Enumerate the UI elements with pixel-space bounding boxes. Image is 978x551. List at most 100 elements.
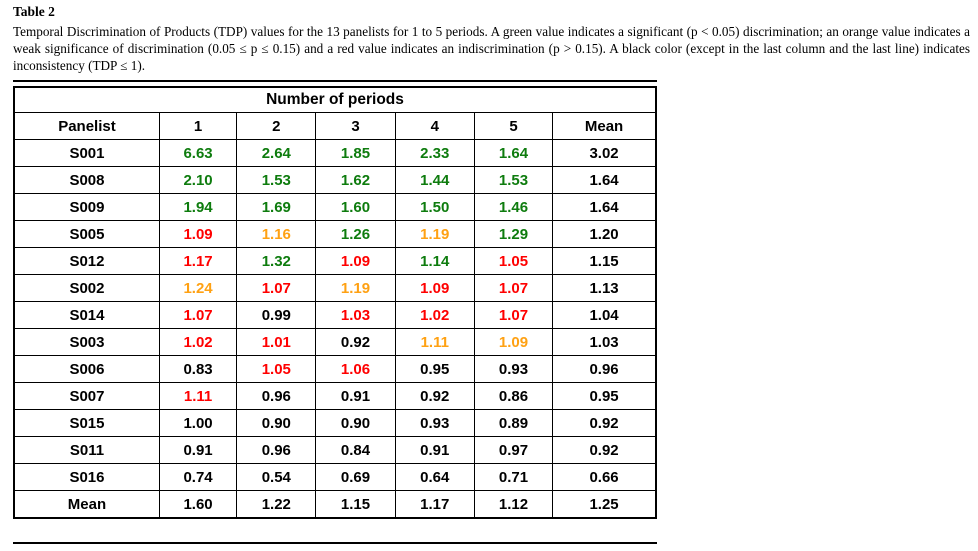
panelist-row: S008 2.10 1.53 1.62 1.44 1.53 1.64 bbox=[13, 166, 657, 194]
table-top-rule bbox=[13, 80, 657, 82]
panelist-id: S016 bbox=[13, 463, 160, 491]
tdp-value: 0.97 bbox=[473, 436, 554, 464]
row-mean-value: 0.92 bbox=[552, 436, 657, 464]
panelist-id: S015 bbox=[13, 409, 160, 437]
tdp-value: 1.85 bbox=[315, 139, 396, 167]
tdp-value: 1.26 bbox=[315, 220, 396, 248]
tdp-value: 1.00 bbox=[158, 409, 238, 437]
tdp-value: 1.24 bbox=[158, 274, 238, 302]
table-caption-text: Temporal Discrimination of Products (TDP… bbox=[13, 24, 970, 73]
tdp-value: 0.92 bbox=[315, 328, 396, 356]
panelist-id: S009 bbox=[13, 193, 160, 221]
mean-row-label: Mean bbox=[13, 490, 160, 519]
tdp-value: 1.09 bbox=[394, 274, 475, 302]
row-mean-value: 1.64 bbox=[552, 193, 657, 221]
tdp-value: 0.89 bbox=[473, 409, 554, 437]
column-mean-value: 1.15 bbox=[315, 490, 396, 519]
column-header-panelist: Panelist bbox=[13, 112, 160, 140]
tdp-value: 0.92 bbox=[394, 382, 475, 410]
tdp-value: 0.84 bbox=[315, 436, 396, 464]
tdp-value: 1.62 bbox=[315, 166, 396, 194]
row-mean-value: 3.02 bbox=[552, 139, 657, 167]
panelist-id: S007 bbox=[13, 382, 160, 410]
tdp-value: 0.90 bbox=[315, 409, 396, 437]
panelist-id: S012 bbox=[13, 247, 160, 275]
table-caption-label: Table 2 bbox=[13, 4, 55, 19]
tdp-value: 0.69 bbox=[315, 463, 396, 491]
tdp-value: 0.91 bbox=[315, 382, 396, 410]
tdp-value: 0.54 bbox=[236, 463, 317, 491]
tdp-value: 1.46 bbox=[473, 193, 554, 221]
tdp-value: 6.63 bbox=[158, 139, 238, 167]
tdp-value: 1.09 bbox=[473, 328, 554, 356]
group-header-cell: Number of periods bbox=[13, 86, 657, 113]
tdp-value: 1.09 bbox=[158, 220, 238, 248]
panelist-row: S011 0.91 0.96 0.84 0.91 0.97 0.92 bbox=[13, 436, 657, 464]
row-mean-value: 0.92 bbox=[552, 409, 657, 437]
tdp-value: 1.05 bbox=[236, 355, 317, 383]
tdp-value: 1.53 bbox=[473, 166, 554, 194]
column-header-period-1: 1 bbox=[158, 112, 238, 140]
row-mean-value: 0.66 bbox=[552, 463, 657, 491]
table-caption: Table 2 Temporal Discrimination of Produ… bbox=[13, 4, 970, 74]
column-mean-value: 1.12 bbox=[473, 490, 554, 519]
group-header-row: Number of periods bbox=[13, 86, 657, 113]
panelist-row: S007 1.11 0.96 0.91 0.92 0.86 0.95 bbox=[13, 382, 657, 410]
panelist-id: S005 bbox=[13, 220, 160, 248]
tdp-value: 0.91 bbox=[158, 436, 238, 464]
tdp-value: 1.07 bbox=[473, 301, 554, 329]
tdp-value: 0.93 bbox=[394, 409, 475, 437]
tdp-value: 1.50 bbox=[394, 193, 475, 221]
row-mean-value: 1.20 bbox=[552, 220, 657, 248]
panelist-row: S016 0.74 0.54 0.69 0.64 0.71 0.66 bbox=[13, 463, 657, 491]
tdp-value: 0.91 bbox=[394, 436, 475, 464]
panelist-id: S011 bbox=[13, 436, 160, 464]
tdp-value: 2.33 bbox=[394, 139, 475, 167]
tdp-value: 0.64 bbox=[394, 463, 475, 491]
grand-mean-value: 1.25 bbox=[552, 490, 657, 519]
table-bottom-rule bbox=[13, 542, 657, 544]
panelist-row: S014 1.07 0.99 1.03 1.02 1.07 1.04 bbox=[13, 301, 657, 329]
column-header-period-3: 3 bbox=[315, 112, 396, 140]
panelist-row: S002 1.24 1.07 1.19 1.09 1.07 1.13 bbox=[13, 274, 657, 302]
tdp-value: 0.90 bbox=[236, 409, 317, 437]
column-header-period-2: 2 bbox=[236, 112, 317, 140]
row-mean-value: 1.03 bbox=[552, 328, 657, 356]
tdp-value: 0.96 bbox=[236, 436, 317, 464]
tdp-value: 1.60 bbox=[315, 193, 396, 221]
tdp-value: 0.83 bbox=[158, 355, 238, 383]
tdp-value: 1.02 bbox=[158, 328, 238, 356]
panelist-row: S006 0.83 1.05 1.06 0.95 0.93 0.96 bbox=[13, 355, 657, 383]
column-header-period-5: 5 bbox=[473, 112, 554, 140]
row-mean-value: 0.96 bbox=[552, 355, 657, 383]
tdp-value: 0.86 bbox=[473, 382, 554, 410]
tdp-value: 0.71 bbox=[473, 463, 554, 491]
panelist-id: S002 bbox=[13, 274, 160, 302]
tdp-value: 1.06 bbox=[315, 355, 396, 383]
tdp-value: 1.32 bbox=[236, 247, 317, 275]
tdp-value: 1.44 bbox=[394, 166, 475, 194]
tdp-value: 1.11 bbox=[394, 328, 475, 356]
tdp-value: 2.64 bbox=[236, 139, 317, 167]
panelist-row: S012 1.17 1.32 1.09 1.14 1.05 1.15 bbox=[13, 247, 657, 275]
mean-row: Mean 1.60 1.22 1.15 1.17 1.12 1.25 bbox=[13, 490, 657, 519]
tdp-value: 0.99 bbox=[236, 301, 317, 329]
column-header-period-4: 4 bbox=[394, 112, 475, 140]
tdp-value: 1.29 bbox=[473, 220, 554, 248]
tdp-value: 1.05 bbox=[473, 247, 554, 275]
row-mean-value: 1.13 bbox=[552, 274, 657, 302]
column-mean-value: 1.60 bbox=[158, 490, 238, 519]
panelist-id: S001 bbox=[13, 139, 160, 167]
tdp-value: 1.07 bbox=[236, 274, 317, 302]
tdp-value: 1.07 bbox=[473, 274, 554, 302]
panelist-row: S015 1.00 0.90 0.90 0.93 0.89 0.92 bbox=[13, 409, 657, 437]
panelist-row: S001 6.63 2.64 1.85 2.33 1.64 3.02 bbox=[13, 139, 657, 167]
panelist-row: S005 1.09 1.16 1.26 1.19 1.29 1.20 bbox=[13, 220, 657, 248]
tdp-value: 1.02 bbox=[394, 301, 475, 329]
tdp-value: 1.19 bbox=[394, 220, 475, 248]
row-mean-value: 0.95 bbox=[552, 382, 657, 410]
column-header-row: Panelist 1 2 3 4 5 Mean bbox=[13, 112, 657, 140]
tdp-value: 1.07 bbox=[158, 301, 238, 329]
panelist-id: S014 bbox=[13, 301, 160, 329]
panelist-row: S003 1.02 1.01 0.92 1.11 1.09 1.03 bbox=[13, 328, 657, 356]
